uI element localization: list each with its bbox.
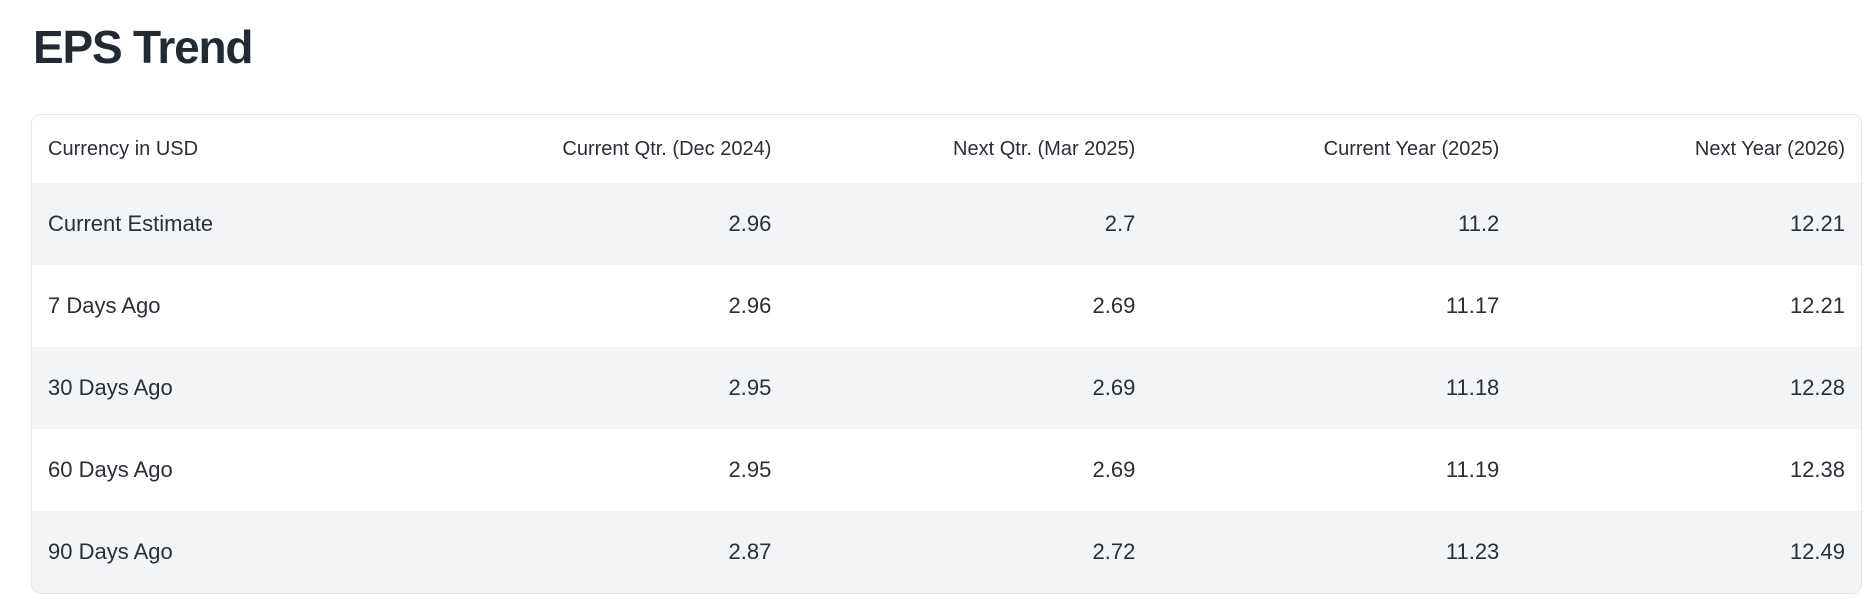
cell-current-qtr: 2.96 <box>728 293 772 318</box>
page: EPS Trend Currency in USD Current Qtr. (… <box>31 21 1862 594</box>
cell-next-qtr: 2.69 <box>1092 293 1136 318</box>
eps-trend-table: Currency in USD Current Qtr. (Dec 2024) … <box>32 115 1861 593</box>
column-header-current-year: Current Year (2025) <box>1323 137 1500 160</box>
cell-current-qtr: 2.95 <box>728 375 772 400</box>
table-row: 60 Days Ago 2.95 2.69 11.19 12.38 <box>32 429 1861 511</box>
row-label: Current Estimate <box>48 211 214 236</box>
column-header-next-qtr: Next Qtr. (Mar 2025) <box>953 137 1136 160</box>
cell-current-qtr: 2.87 <box>728 539 772 564</box>
cell-current-qtr: 2.95 <box>728 457 772 482</box>
cell-next-year: 12.21 <box>1789 211 1845 236</box>
table-row: 90 Days Ago 2.87 2.72 11.23 12.49 <box>32 511 1861 593</box>
row-label: 90 Days Ago <box>48 539 173 564</box>
row-label: 7 Days Ago <box>48 293 161 318</box>
page-title: EPS Trend <box>33 21 253 73</box>
cell-current-year: 11.17 <box>1445 293 1500 318</box>
cell-current-year: 11.19 <box>1445 457 1500 482</box>
row-label: 30 Days Ago <box>48 375 173 400</box>
table-row: 30 Days Ago 2.95 2.69 11.18 12.28 <box>32 347 1861 429</box>
cell-current-year: 11.18 <box>1445 375 1500 400</box>
cell-next-year: 12.38 <box>1789 457 1845 482</box>
cell-current-year: 11.2 <box>1458 211 1500 236</box>
cell-next-qtr: 2.72 <box>1092 539 1136 564</box>
table-row: Current Estimate 2.96 2.7 11.2 12.21 <box>32 183 1861 265</box>
table-row: 7 Days Ago 2.96 2.69 11.17 12.21 <box>32 265 1861 347</box>
cell-current-qtr: 2.96 <box>728 211 772 236</box>
cell-next-year: 12.21 <box>1789 293 1845 318</box>
table-body: Current Estimate 2.96 2.7 11.2 12.21 7 D… <box>32 183 1861 593</box>
cell-next-qtr: 2.69 <box>1092 457 1136 482</box>
column-header-current-qtr: Current Qtr. (Dec 2024) <box>562 137 772 160</box>
cell-next-year: 12.28 <box>1789 375 1845 400</box>
cell-current-year: 11.23 <box>1445 539 1500 564</box>
cell-next-qtr: 2.7 <box>1104 211 1136 236</box>
row-label: 60 Days Ago <box>48 457 173 482</box>
column-header-currency: Currency in USD <box>48 137 199 160</box>
eps-trend-card: Currency in USD Current Qtr. (Dec 2024) … <box>31 114 1862 594</box>
cell-next-qtr: 2.69 <box>1092 375 1136 400</box>
table-header-row: Currency in USD Current Qtr. (Dec 2024) … <box>32 115 1861 183</box>
cell-next-year: 12.49 <box>1789 539 1845 564</box>
column-header-next-year: Next Year (2026) <box>1694 137 1845 160</box>
